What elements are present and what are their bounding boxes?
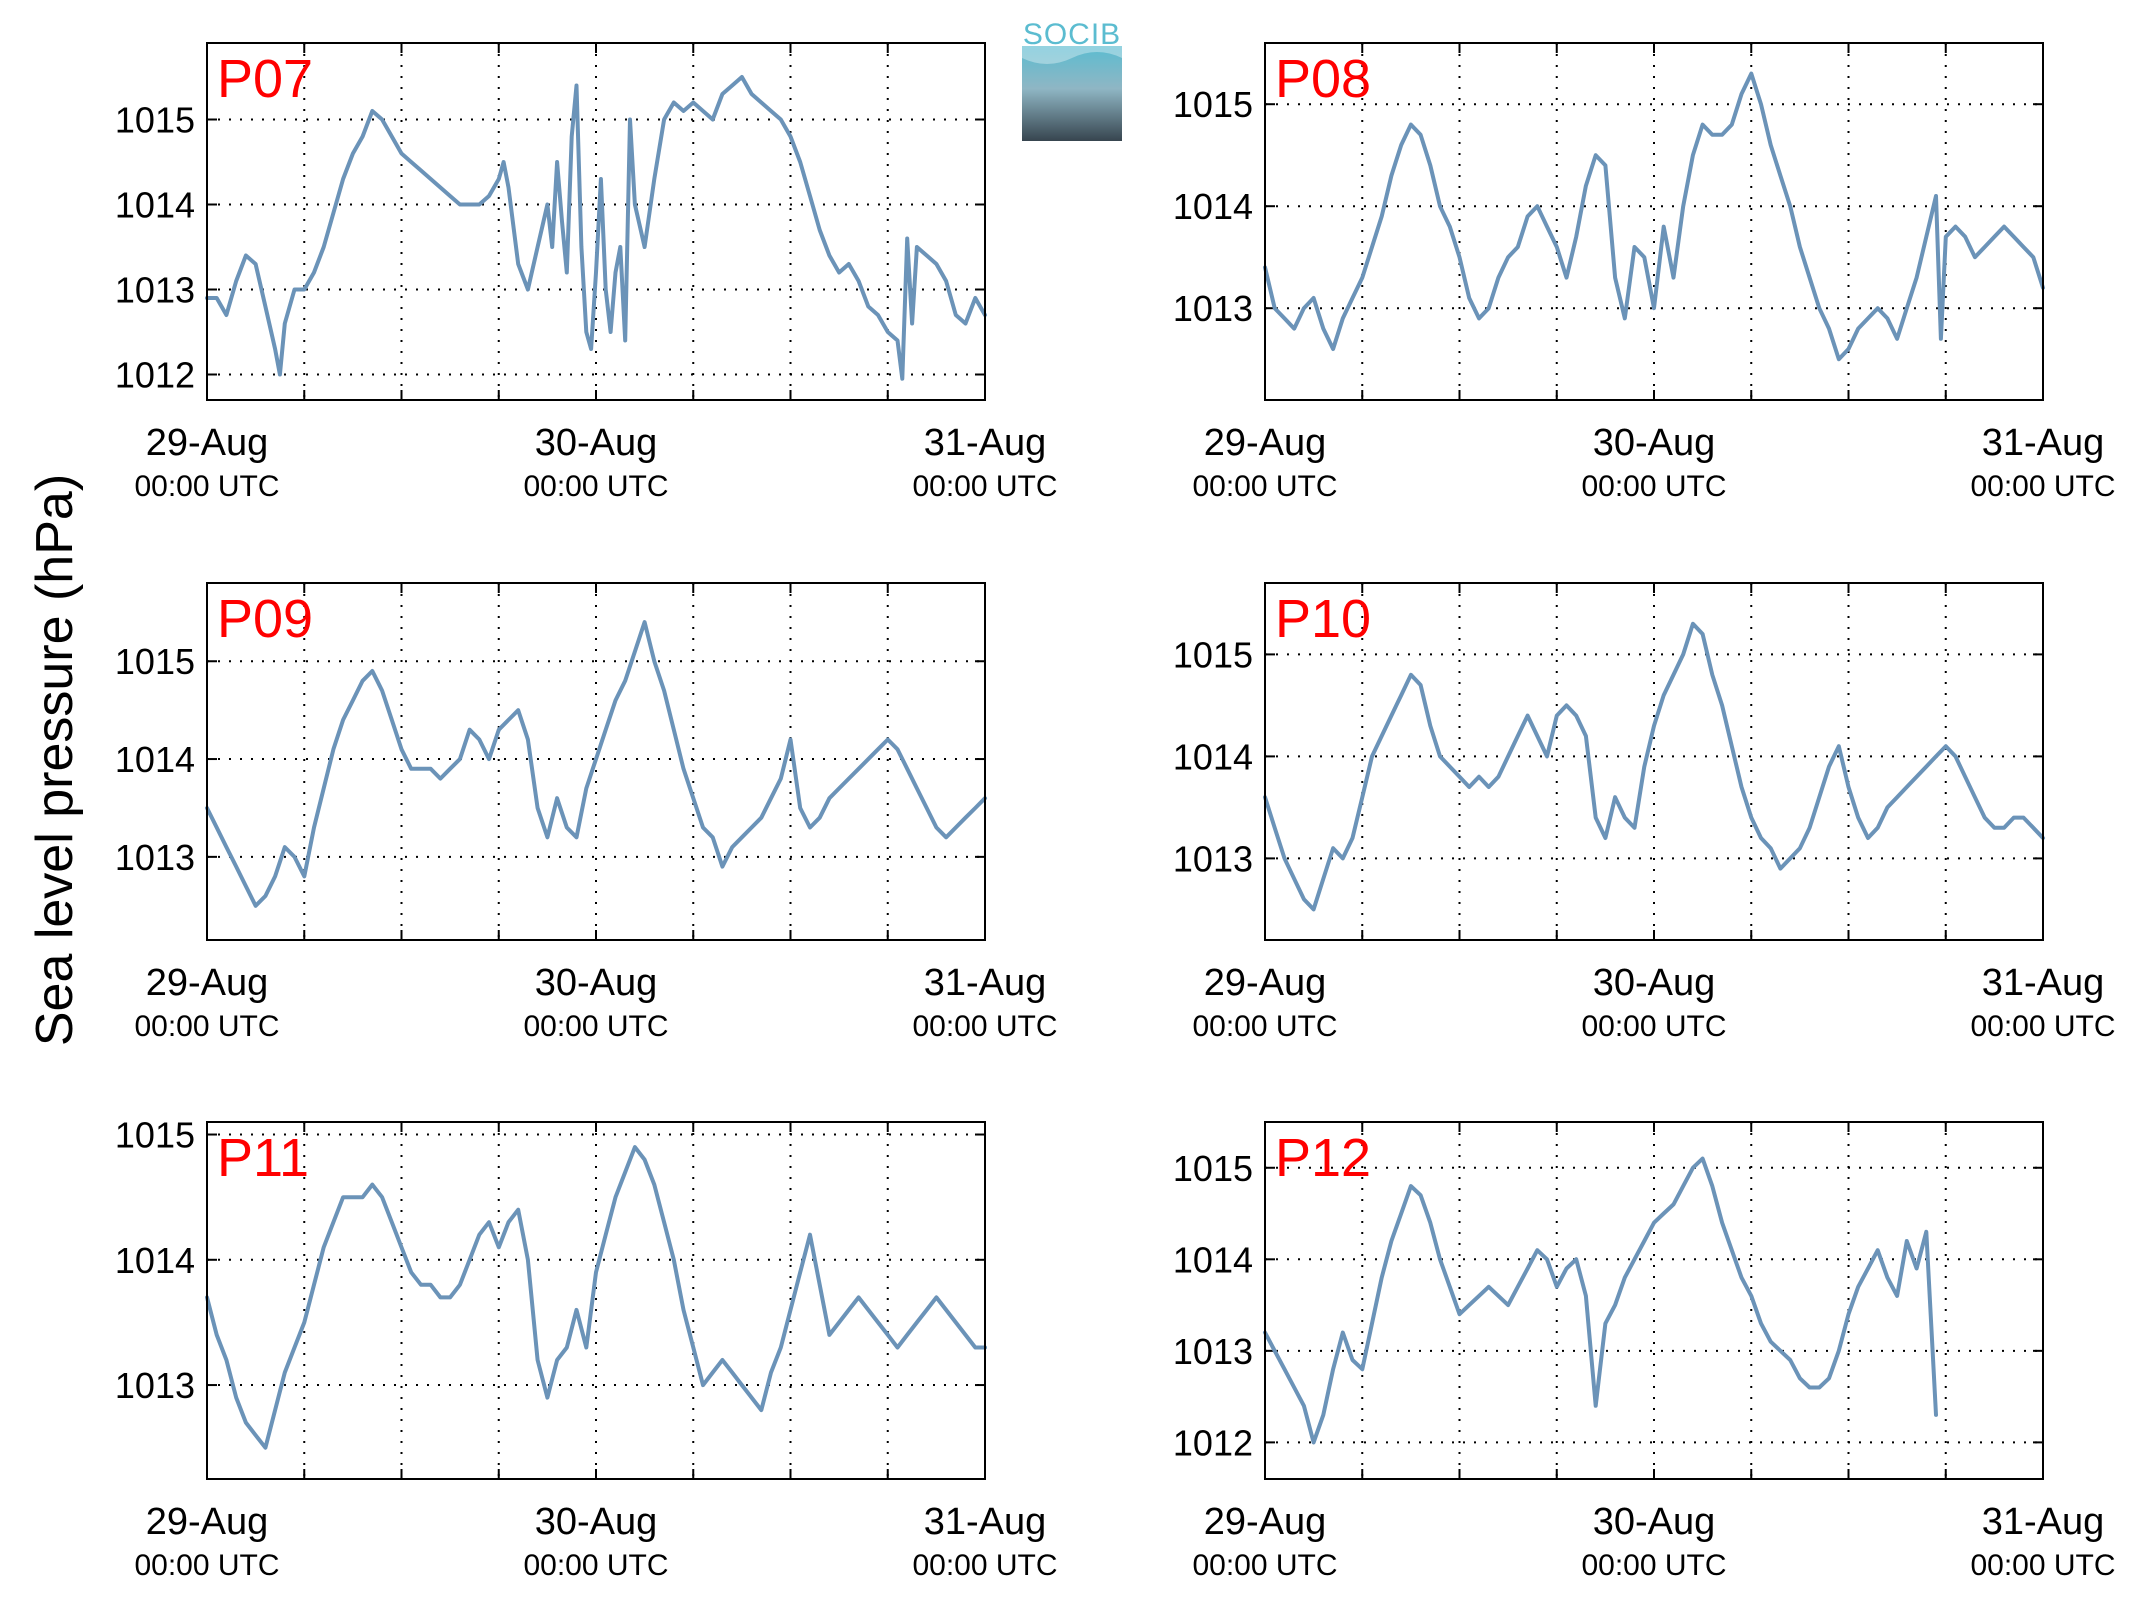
y-axis-label: Sea level pressure (hPa)	[26, 474, 84, 1046]
x-tick-label-time: 00:00 UTC	[912, 470, 1057, 503]
series-line-p08	[1263, 71, 2045, 362]
panel-frame	[1264, 1121, 2044, 1480]
x-tick-label-date: 30-Aug	[535, 422, 658, 464]
x-tick-label-time: 00:00 UTC	[1581, 1549, 1726, 1582]
x-tick-label-date: 31-Aug	[1982, 422, 2105, 464]
y-tick-label: 1014	[1173, 186, 1253, 227]
x-tick-label-date: 31-Aug	[924, 422, 1047, 464]
y-tick-label: 1014	[115, 1240, 195, 1281]
panels: 1012 1013 1014 1015 29-Aug 00:00 UTC 30-Aug 00:…	[115, 42, 2116, 1582]
logo-wave	[1022, 46, 1122, 64]
y-tick-label: 1014	[1173, 736, 1253, 777]
series-line-p07	[205, 75, 987, 381]
y-tick-label: 1013	[115, 837, 195, 878]
x-tick-label-date: 29-Aug	[1204, 962, 1327, 1004]
x-tick-label-date: 30-Aug	[1593, 422, 1716, 464]
panel-p07: 1012 1013 1014 1015 29-Aug 00:00 UTC 30-Aug 00:…	[115, 42, 1058, 503]
x-tick-label-date: 29-Aug	[146, 962, 269, 1004]
y-tick-label: 1013	[115, 1365, 195, 1406]
panel-frame	[206, 42, 986, 401]
x-tick-label-date: 30-Aug	[1593, 962, 1716, 1004]
panel-p10: 1013 1014 1015 29-Aug 00:00 UTC 30-Aug 00:00 U…	[1173, 582, 2116, 1043]
x-tick-label-time: 00:00 UTC	[1192, 470, 1337, 503]
series-line-p12	[1263, 1156, 1938, 1445]
x-tick-label-date: 29-Aug	[146, 422, 269, 464]
x-tick-label-date: 31-Aug	[1982, 962, 2105, 1004]
x-tick-label-date: 29-Aug	[1204, 422, 1327, 464]
x-tick-label-time: 00:00 UTC	[912, 1010, 1057, 1043]
y-tick-label: 1014	[115, 739, 195, 780]
panel-frame	[206, 582, 986, 941]
logo-block	[1022, 46, 1122, 141]
panel-p09: 1013 1014 1015 29-Aug 00:00 UTC 30-Aug 00:00 U…	[115, 582, 1058, 1043]
panel-frame	[206, 1121, 986, 1480]
x-tick-label-date: 31-Aug	[924, 1501, 1047, 1543]
panel-p11: 1013 1014 1015 29-Aug 00:00 UTC 30-Aug 00:00 U…	[115, 1115, 1058, 1582]
y-tick-label: 1014	[1173, 1239, 1253, 1280]
x-tick-label-date: 30-Aug	[1593, 1501, 1716, 1543]
x-tick-label-time: 00:00 UTC	[134, 1010, 279, 1043]
station-label: P07	[217, 49, 313, 109]
series-line-p11	[205, 1145, 987, 1450]
series-line-p10	[1263, 621, 2045, 912]
x-tick-label-time: 00:00 UTC	[1192, 1549, 1337, 1582]
x-tick-label-time: 00:00 UTC	[1970, 470, 2115, 503]
series-line-p09	[205, 620, 987, 908]
x-tick-label-date: 30-Aug	[535, 1501, 658, 1543]
x-tick-label-time: 00:00 UTC	[1970, 1010, 2115, 1043]
x-tick-label-time: 00:00 UTC	[1192, 1010, 1337, 1043]
y-tick-label: 1013	[1173, 838, 1253, 879]
y-tick-label: 1013	[115, 270, 195, 311]
station-label: P10	[1275, 589, 1371, 649]
y-tick-label: 1015	[115, 100, 195, 141]
y-tick-label: 1013	[1173, 1331, 1253, 1372]
x-tick-label-time: 00:00 UTC	[523, 470, 668, 503]
x-tick-label-date: 31-Aug	[924, 962, 1047, 1004]
y-tick-label: 1014	[115, 185, 195, 226]
y-tick-label: 1015	[1173, 634, 1253, 675]
socib-logo: SOCIB	[1022, 18, 1122, 141]
x-tick-label-time: 00:00 UTC	[1581, 470, 1726, 503]
panel-p12: 1012 1013 1014 1015 29-Aug 00:00 UTC 30-Aug 00:…	[1173, 1121, 2116, 1582]
x-tick-label-time: 00:00 UTC	[523, 1549, 668, 1582]
x-tick-label-time: 00:00 UTC	[523, 1010, 668, 1043]
y-tick-label: 1012	[1173, 1422, 1253, 1463]
y-tick-label: 1015	[1173, 1148, 1253, 1189]
y-tick-label: 1012	[115, 355, 195, 396]
panel-frame	[1264, 42, 2044, 401]
logo-text: SOCIB	[1023, 18, 1121, 51]
station-label: P11	[217, 1128, 309, 1188]
x-tick-label-time: 00:00 UTC	[134, 470, 279, 503]
x-tick-label-date: 31-Aug	[1982, 1501, 2105, 1543]
y-tick-label: 1015	[115, 1115, 195, 1156]
x-tick-label-date: 29-Aug	[1204, 1501, 1327, 1543]
station-label: P09	[217, 589, 313, 649]
y-tick-label: 1013	[1173, 288, 1253, 329]
x-tick-label-date: 29-Aug	[146, 1501, 269, 1543]
station-label: P08	[1275, 49, 1371, 109]
x-tick-label-time: 00:00 UTC	[134, 1549, 279, 1582]
x-tick-label-time: 00:00 UTC	[1970, 1549, 2115, 1582]
x-tick-label-time: 00:00 UTC	[912, 1549, 1057, 1582]
panel-frame	[1264, 582, 2044, 941]
station-label: P12	[1275, 1128, 1371, 1188]
y-tick-label: 1015	[1173, 84, 1253, 125]
x-tick-label-time: 00:00 UTC	[1581, 1010, 1726, 1043]
panel-p08: 1013 1014 1015 29-Aug 00:00 UTC 30-Aug 00:00 U…	[1173, 42, 2116, 503]
x-tick-label-date: 30-Aug	[535, 962, 658, 1004]
y-tick-label: 1015	[115, 641, 195, 682]
